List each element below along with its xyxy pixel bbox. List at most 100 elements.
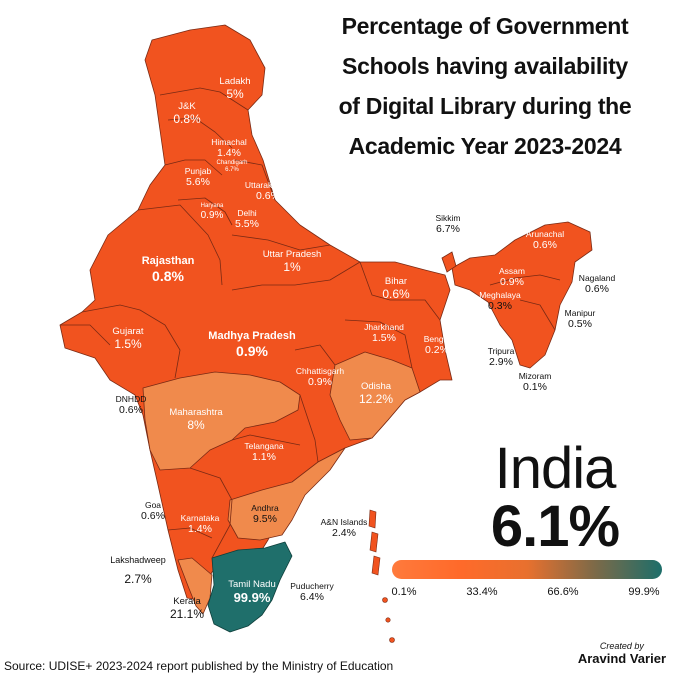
label-kerala: Kerala 21.1% — [170, 596, 204, 622]
region-value: 5.6% — [186, 176, 210, 189]
region-name: Karnataka — [180, 513, 220, 523]
map-northeast — [451, 221, 593, 369]
region-name: Bengal — [423, 334, 451, 344]
region-name: Sikkim — [435, 213, 461, 223]
region-name: Manipur — [564, 308, 596, 318]
region-name: Goa — [144, 500, 162, 510]
title-line: Percentage of Government — [341, 13, 629, 39]
region-value: 6.7% — [225, 167, 239, 174]
region-name: DNHDD — [115, 394, 147, 404]
region-value: 1.4% — [188, 523, 212, 536]
label-ladakh: Ladakh 5% — [219, 76, 250, 102]
region-value: 99.9% — [233, 590, 271, 606]
label-jk: J&K 0.8% — [173, 101, 200, 127]
region-name: Punjab — [184, 166, 212, 176]
label-bengal: Bengal 0.2% — [424, 334, 450, 357]
title-line: of Digital Library during the — [338, 93, 632, 119]
region-value: 2.4% — [332, 527, 356, 540]
region-value: 6.4% — [300, 591, 324, 604]
region-name: Haryana — [200, 203, 224, 209]
region-name: Uttarakhand — [244, 180, 292, 190]
state-borders — [60, 87, 561, 559]
national-value: 6.1% — [490, 494, 620, 559]
label-sikkim: Sikkim 6.7% — [435, 213, 460, 236]
region-name: Delhi — [237, 208, 257, 218]
label-mizoram: Mizoram 0.1% — [519, 371, 552, 394]
map-kerala — [177, 557, 213, 615]
map-andhra — [227, 447, 346, 541]
region-name: Madhya Pradesh — [208, 330, 296, 342]
region-name: Puducherry — [290, 581, 334, 591]
region-name: Andhra — [251, 503, 279, 513]
region-value: 1.5% — [114, 337, 142, 352]
label-punjab: Punjab 5.6% — [185, 166, 211, 189]
region-value: 0.6% — [256, 190, 280, 203]
region-value: 0.8% — [152, 268, 184, 285]
map-odisha — [329, 351, 421, 441]
region-name: J&K — [178, 101, 196, 112]
label-puducherry: Puducherry 6.4% — [290, 581, 333, 604]
label-manipur: Manipur 0.5% — [565, 308, 596, 331]
region-name: Ladakh — [219, 76, 251, 87]
label-rajasthan: Rajasthan 0.8% — [142, 255, 195, 285]
label-bihar: Bihar 0.6% — [382, 276, 409, 302]
region-value: 0.8% — [173, 112, 201, 127]
label-maharashtra: Maharashtra 8% — [169, 407, 222, 433]
region-value: 0.1% — [523, 381, 547, 394]
legend-color-scale — [392, 560, 662, 579]
region-name: Maharashtra — [169, 407, 223, 418]
national-summary: India 6.1% — [450, 440, 660, 556]
region-name: Jharkhand — [364, 322, 404, 332]
region-value: 1% — [283, 260, 301, 275]
label-tamil-nadu: Tamil Nadu 99.9% — [228, 579, 276, 606]
region-name: Telangana — [244, 441, 284, 451]
label-haryana: Haryana 0.9% — [201, 203, 224, 222]
label-odisha: Odisha 12.2% — [359, 381, 393, 407]
label-karnataka: Karnataka 1.4% — [181, 513, 220, 536]
credit-line1: Created by — [599, 641, 644, 651]
legend-tick-min: 0.1% — [391, 586, 417, 598]
region-value: 21.1% — [169, 607, 205, 622]
region-name: Chhattisgarh — [295, 366, 345, 376]
region-value: 0.2% — [425, 344, 449, 357]
region-name: Assam — [499, 266, 525, 276]
label-goa: Goa 0.6% — [141, 500, 165, 523]
label-dnhdd: DNHDD 0.6% — [116, 394, 147, 417]
region-value: 0.9% — [236, 343, 268, 360]
label-jharkhand: Jharkhand 1.5% — [364, 322, 404, 345]
label-himachal: Himachal 1.4% — [211, 137, 246, 160]
label-gujarat: Gujarat 1.5% — [112, 326, 143, 352]
region-name: Rajasthan — [141, 255, 195, 267]
region-value: 1.1% — [252, 451, 276, 464]
map-maharashtra — [142, 371, 301, 471]
region-name: Arunachal — [525, 229, 565, 239]
region-name: Gujarat — [112, 326, 144, 337]
label-uttarakhand: Uttarakhand 0.6% — [245, 180, 291, 203]
label-chhattisgarh: Chhattisgarh 0.9% — [296, 366, 344, 389]
region-name: Odisha — [360, 381, 392, 392]
region-name: Mizoram — [518, 371, 552, 381]
region-value: 1.4% — [217, 147, 241, 160]
region-value: 5.5% — [235, 218, 259, 231]
region-name: Tripura — [487, 346, 515, 356]
source-note: Source: UDISE+ 2023-2024 report publishe… — [4, 659, 394, 673]
region-value: 0.9% — [500, 276, 524, 289]
region-value: 2.7% — [124, 571, 152, 586]
region-name: Meghalaya — [479, 290, 521, 300]
title-line: Academic Year 2023-2024 — [348, 133, 622, 159]
region-name: Lakshadweep — [110, 555, 166, 565]
credit-author: Aravind Varier — [577, 651, 666, 666]
region-name: Bihar — [384, 276, 408, 287]
region-value: 0.6% — [119, 404, 143, 417]
region-value: 12.2% — [358, 392, 394, 407]
label-assam: Assam 0.9% — [499, 266, 525, 289]
label-lakshadweep: Lakshadweep 2.7% — [110, 555, 166, 586]
region-name: Chandigarh — [216, 160, 248, 166]
region-name: Himachal — [211, 137, 247, 147]
region-value: 0.6% — [382, 287, 410, 302]
credit: Created by Aravind Varier — [578, 641, 666, 666]
legend-tick-low: 33.4% — [466, 586, 498, 598]
region-value: 6.7% — [436, 223, 460, 236]
region-name: Nagaland — [578, 273, 616, 283]
